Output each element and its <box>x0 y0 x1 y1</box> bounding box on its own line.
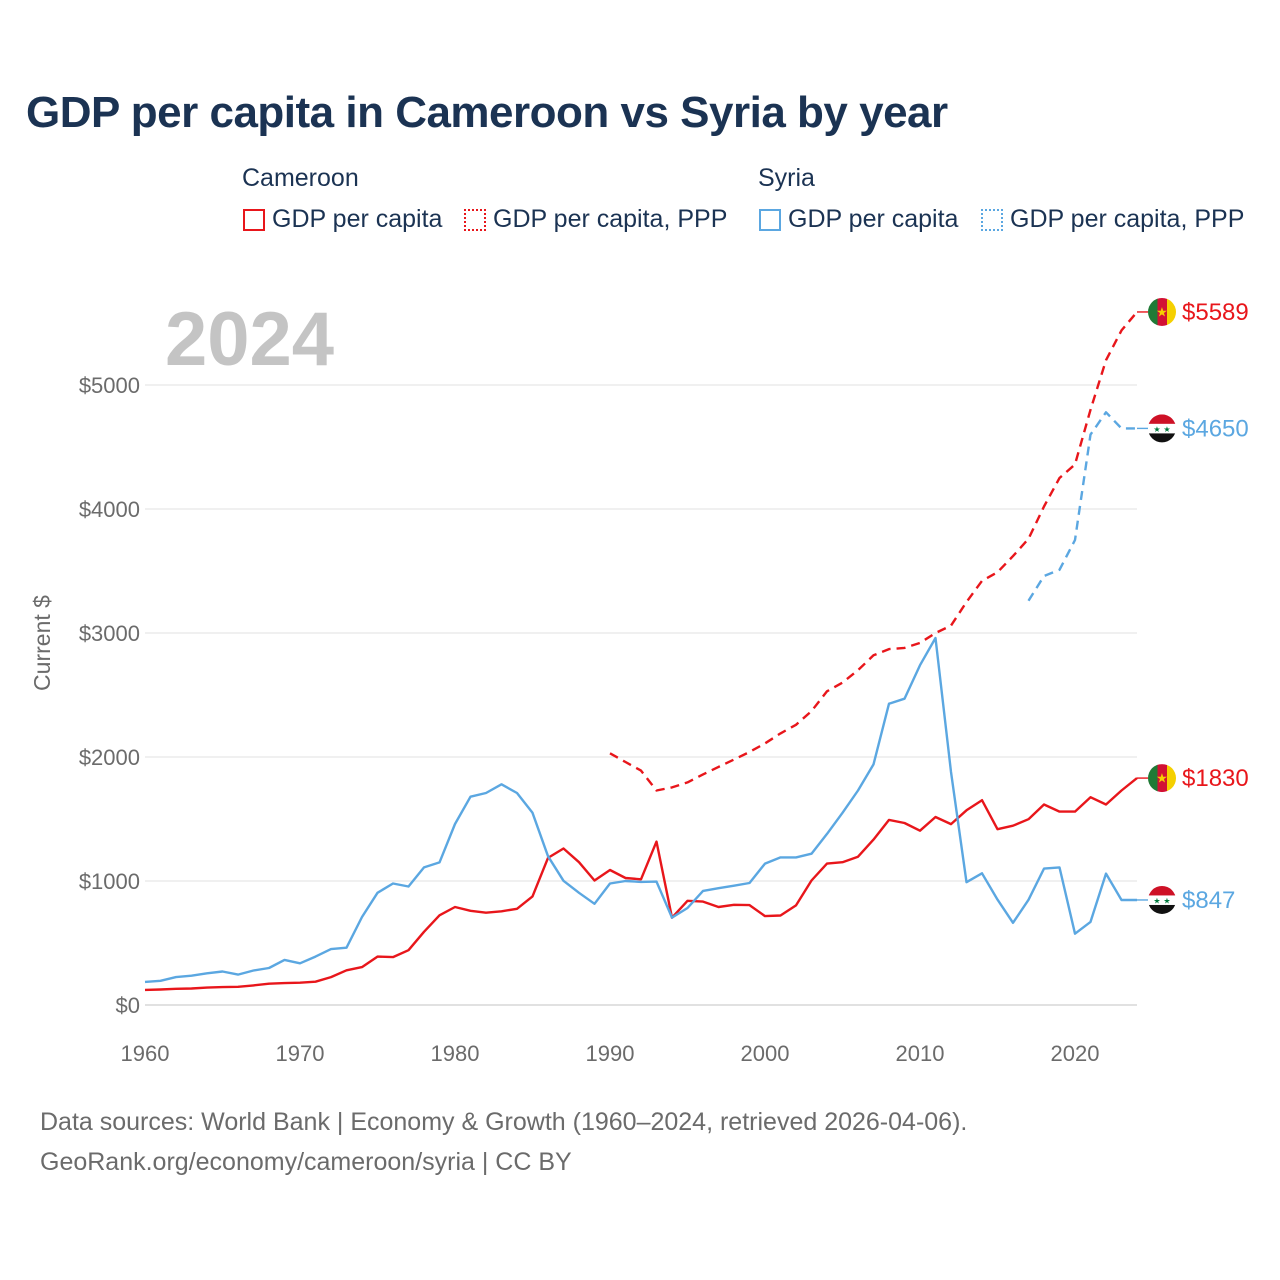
y-tick-label: $2000 <box>79 745 140 770</box>
svg-text:★: ★ <box>1156 772 1168 787</box>
x-tick-label: 1960 <box>121 1041 170 1066</box>
y-tick-label: $0 <box>116 993 140 1018</box>
legend-label: GDP per capita <box>272 205 443 233</box>
grid-layer <box>145 384 1137 1006</box>
x-tick-label: 2000 <box>741 1041 790 1066</box>
svg-text:★: ★ <box>1153 425 1160 434</box>
svg-text:★: ★ <box>1153 896 1160 905</box>
syria-flag-icon: ★ ★ <box>1148 885 1176 914</box>
legend-item-syria-gdp[interactable]: GDP per capita <box>759 205 958 234</box>
end-value-label: $847 <box>1182 887 1235 914</box>
legend-swatch-solid-red <box>243 208 265 231</box>
y-tick-label: $1000 <box>79 869 140 894</box>
y-tick-label: $4000 <box>79 497 140 522</box>
y-axis-label: Current $ <box>29 595 55 691</box>
legend-group-cameroon: Cameroon <box>242 164 359 192</box>
chart-title: GDP per capita in Cameroon vs Syria by y… <box>26 88 948 137</box>
legend-item-cameroon-gdp-ppp[interactable]: GDP per capita, PPP <box>464 205 727 234</box>
series-line-3 <box>1027 411 1137 602</box>
svg-text:★: ★ <box>1163 896 1170 905</box>
x-tick-label: 2010 <box>896 1041 945 1066</box>
x-tick-label: 1980 <box>431 1041 480 1066</box>
y-tick-label: $3000 <box>79 621 140 646</box>
legend-label: GDP per capita, PPP <box>493 205 728 233</box>
legend-swatch-dotted-red <box>464 208 486 231</box>
series-layer <box>144 311 1138 992</box>
legend-swatch-solid-blue <box>759 208 781 231</box>
series-line-1 <box>609 311 1138 792</box>
svg-text:★: ★ <box>1156 305 1168 320</box>
legend-label: GDP per capita <box>788 205 959 233</box>
legend-group-syria: Syria <box>758 164 815 192</box>
y-tick-label: $5000 <box>79 373 140 398</box>
legend-item-syria-gdp-ppp[interactable]: GDP per capita, PPP <box>981 205 1244 234</box>
series-line-0 <box>144 777 1138 992</box>
end-label-layer: ★ $1830★ $5589★ ★ $847★ ★ $4650 <box>1137 297 1249 914</box>
legend-swatch-dotted-blue <box>981 208 1003 231</box>
footer-sources: Data sources: World Bank | Economy & Gro… <box>40 1108 968 1136</box>
x-tick-label: 1990 <box>586 1041 635 1066</box>
legend-item-cameroon-gdp[interactable]: GDP per capita <box>243 205 442 234</box>
end-value-label: $5589 <box>1182 299 1249 326</box>
footer-credit: GeoRank.org/economy/cameroon/syria | CC … <box>40 1148 572 1176</box>
year-watermark: 2024 <box>165 297 335 382</box>
x-tick-label: 1970 <box>276 1041 325 1066</box>
syria-flag-icon: ★ ★ <box>1148 414 1176 443</box>
svg-text:★: ★ <box>1163 425 1170 434</box>
end-value-label: $1830 <box>1182 765 1249 792</box>
end-value-label: $4650 <box>1182 415 1249 442</box>
axis-layer: $0 $1000 $2000 $3000 $4000 $5000 1960 1970 1980 1… <box>79 373 1100 1066</box>
legend-label: GDP per capita, PPP <box>1010 205 1245 233</box>
cameroon-flag-icon: ★ <box>1148 764 1176 793</box>
series-line-2 <box>144 636 1137 984</box>
x-tick-label: 2020 <box>1051 1041 1100 1066</box>
cameroon-flag-icon: ★ <box>1148 297 1176 326</box>
